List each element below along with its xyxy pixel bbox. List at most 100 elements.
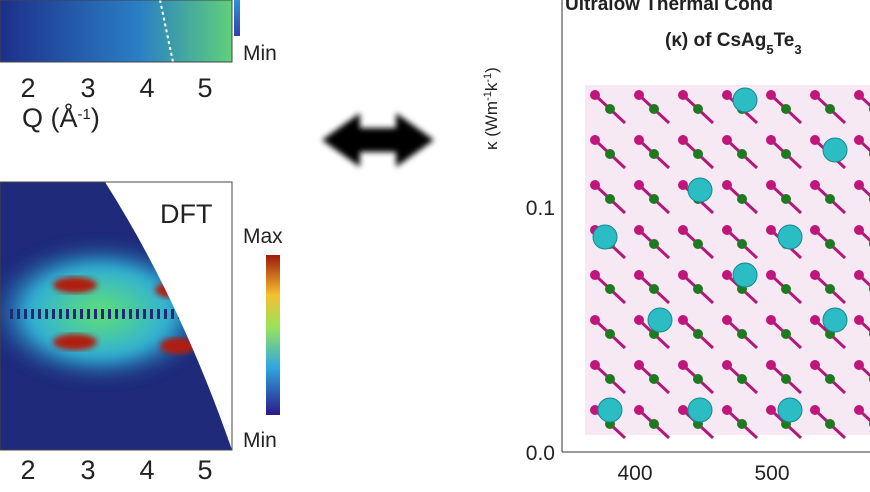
atom xyxy=(737,149,747,159)
title-sub: 5 xyxy=(766,42,773,57)
atom xyxy=(825,374,835,384)
atom xyxy=(693,374,703,384)
atom xyxy=(810,315,820,325)
colorbar xyxy=(234,0,240,36)
atom xyxy=(605,149,615,159)
atom xyxy=(737,194,747,204)
heatmap-mask xyxy=(105,182,232,450)
atom xyxy=(722,405,732,415)
atom xyxy=(592,224,618,250)
title-text: Te xyxy=(774,30,795,51)
atom xyxy=(590,315,600,325)
atom xyxy=(810,135,820,145)
atom xyxy=(825,419,835,429)
atom xyxy=(766,135,776,145)
heatmap-peak xyxy=(160,338,196,354)
atom xyxy=(781,194,791,204)
atom xyxy=(590,360,600,370)
crystal-structure xyxy=(585,85,870,440)
bond xyxy=(857,408,870,423)
atom xyxy=(687,397,713,423)
atom xyxy=(854,135,864,145)
y-label-sup: -1 xyxy=(482,91,494,101)
atom xyxy=(605,329,615,339)
atom xyxy=(781,104,791,114)
atom xyxy=(605,104,615,114)
heatmap xyxy=(0,0,232,62)
colorbar-max: Max xyxy=(243,225,283,248)
x-tick-label: 500 xyxy=(754,462,789,485)
atom xyxy=(634,90,644,100)
atom xyxy=(722,135,732,145)
x-tick-label: 400 xyxy=(617,462,652,485)
atom xyxy=(687,177,713,203)
atom xyxy=(634,360,644,370)
x-tick-label: 2 xyxy=(20,455,35,485)
atom xyxy=(722,360,732,370)
y-tick-label: 0.1 xyxy=(526,197,555,220)
atom xyxy=(766,405,776,415)
atom xyxy=(693,104,703,114)
atom xyxy=(678,135,688,145)
atom xyxy=(634,135,644,145)
atom xyxy=(854,405,864,415)
plot-frame xyxy=(0,0,233,63)
atom xyxy=(693,149,703,159)
atom xyxy=(825,239,835,249)
atom xyxy=(781,329,791,339)
atom xyxy=(766,225,776,235)
atom xyxy=(678,405,688,415)
atom xyxy=(649,419,659,429)
bond xyxy=(857,228,870,243)
x-tick-label: 3 xyxy=(80,455,95,485)
atom xyxy=(777,224,803,250)
atom xyxy=(693,329,703,339)
heatmap-peak xyxy=(53,334,97,350)
colorbar-min: Min xyxy=(243,42,277,65)
atom xyxy=(822,307,848,333)
title: (κ) of CsAg5Te3 xyxy=(665,30,802,57)
atom xyxy=(781,374,791,384)
colorbar-min: Min xyxy=(243,429,277,452)
atom xyxy=(647,307,673,333)
atom xyxy=(722,90,732,100)
atom xyxy=(722,225,732,235)
x-tick-label: 5 xyxy=(197,455,212,485)
atom xyxy=(737,419,747,429)
bond xyxy=(857,93,870,108)
atom xyxy=(854,90,864,100)
atom xyxy=(649,284,659,294)
atom xyxy=(781,149,791,159)
y-label-sup: -1 xyxy=(482,73,494,83)
atom xyxy=(590,180,600,190)
atom xyxy=(732,262,758,288)
atom xyxy=(605,284,615,294)
atom xyxy=(810,225,820,235)
atom xyxy=(678,360,688,370)
atom xyxy=(678,270,688,280)
atom xyxy=(590,270,600,280)
atom xyxy=(722,315,732,325)
plot-frame xyxy=(0,181,233,451)
atom xyxy=(597,397,623,423)
y-label: κ (Wm-1k-1) xyxy=(482,67,501,150)
dft-heatmap xyxy=(0,182,232,450)
y-label-text: k xyxy=(482,82,501,91)
title-sub: 3 xyxy=(794,42,801,57)
atom xyxy=(722,270,732,280)
atom xyxy=(825,104,835,114)
y-label-text: κ (Wm xyxy=(482,101,501,150)
colorbar xyxy=(266,255,280,415)
atom xyxy=(854,315,864,325)
x-tick-label: 5 xyxy=(197,73,212,103)
bond xyxy=(857,273,870,288)
double-arrow xyxy=(322,113,434,167)
atom xyxy=(722,180,732,190)
atom xyxy=(854,360,864,370)
x-label-text: Q (Å xyxy=(22,102,78,133)
atom xyxy=(810,180,820,190)
atom xyxy=(634,270,644,280)
atom xyxy=(781,284,791,294)
x-label: Q (Å-1) xyxy=(22,102,100,133)
